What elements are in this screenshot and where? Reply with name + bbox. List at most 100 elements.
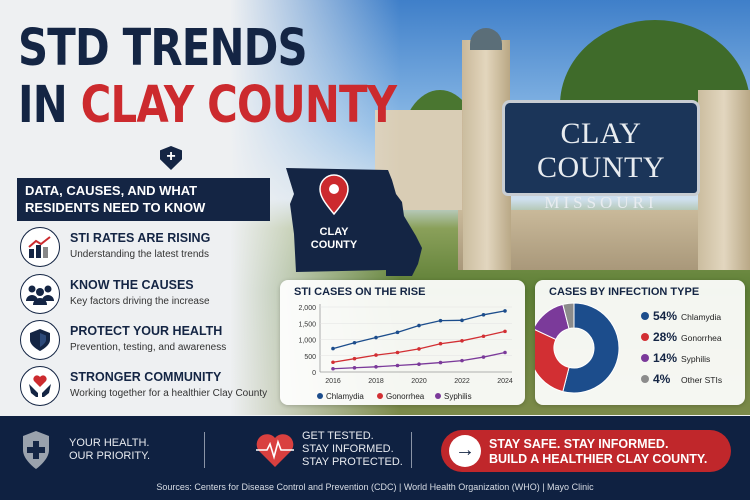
heartbeat-icon [256, 434, 294, 467]
data-point [460, 358, 464, 363]
data-point [331, 360, 335, 365]
slice-gonorrhea [535, 329, 570, 393]
legend-percent: 14% [653, 351, 677, 365]
data-point [395, 350, 400, 355]
divider [204, 432, 205, 468]
item-heading: KNOW THE CAUSES [70, 278, 194, 292]
legend-label: Gonorrhea [386, 392, 425, 401]
page-title: STD TRENDS IN CLAY COUNTY [18, 19, 397, 135]
shield-cross-icon: + [160, 146, 182, 170]
subtitle-banner: DATA, CAUSES, AND WHAT RESIDENTS NEED TO… [17, 178, 270, 221]
data-point [352, 365, 357, 370]
data-point [331, 346, 335, 351]
footer-text: OUR PRIORITY. [69, 450, 151, 462]
data-point [417, 362, 421, 366]
data-point [481, 334, 486, 339]
data-point [460, 339, 464, 343]
legend-marker [377, 393, 383, 399]
data-point [395, 363, 400, 368]
item-subtext: Understanding the latest trends [70, 249, 209, 260]
stone-pillar [698, 90, 750, 270]
chart-title: STI CASES ON THE RISE [294, 286, 426, 298]
data-point [438, 360, 443, 365]
sign-title: CLAY COUNTY [537, 117, 665, 184]
info-item: STRONGER COMMUNITY Working together for … [18, 366, 278, 410]
data-point [503, 350, 507, 355]
map-label: COUNTY [311, 239, 358, 251]
title-prefix: IN [18, 76, 81, 135]
x-tick-label: 2022 [454, 378, 470, 385]
data-point [481, 313, 486, 317]
title-line1: STD TRENDS [18, 19, 308, 78]
slice-other-stis [562, 302, 575, 330]
cta-button[interactable]: → STAY SAFE. STAY INFORMED. BUILD A HEALT… [441, 430, 731, 472]
data-point [352, 356, 357, 361]
data-point [417, 323, 421, 328]
footer-text: GET TESTED. [302, 430, 374, 442]
shield-cross-icon [23, 431, 49, 469]
y-tick-label: 1,000 [298, 338, 316, 345]
legend-marker [641, 312, 649, 320]
data-point [331, 366, 335, 371]
item-heading: STRONGER COMMUNITY [70, 370, 222, 384]
data-point [503, 329, 507, 334]
legend-label: Syphilis [681, 354, 710, 364]
legend-percent: 4% [653, 372, 671, 386]
legend-label: Other STIs [681, 375, 722, 385]
item-subtext: Key factors driving the increase [70, 296, 210, 307]
county-sign: CLAY COUNTY MISSOURI [502, 100, 700, 212]
shield-icon [20, 320, 60, 360]
people-icon [20, 274, 60, 314]
chart-title: CASES BY INFECTION TYPE [549, 286, 700, 298]
cta-text: STAY SAFE. STAY INFORMED. [489, 437, 669, 451]
sources: Sources: Centers for Disease Control and… [156, 482, 594, 492]
data-point [395, 330, 400, 335]
cta-text: BUILD A HEALTHIER CLAY COUNTY. [489, 452, 708, 466]
legend-percent: 54% [653, 309, 677, 323]
x-tick-label: 2024 [497, 378, 513, 385]
legend-label: Gonorrhea [681, 333, 722, 343]
y-tick-label: 2,000 [298, 305, 316, 312]
series-line-syphilis [332, 351, 506, 370]
data-point [374, 365, 378, 369]
legend-label: Chlamydia [681, 312, 721, 322]
donut-chart: 54% Chlamydia 28% Gonorrhea 14% Syphilis 4% Oth… [535, 302, 722, 394]
x-tick-label: 2020 [411, 378, 427, 385]
info-item: PROTECT YOUR HEALTH Prevention, testing,… [18, 320, 278, 364]
y-tick-label: 1,500 [298, 321, 316, 328]
x-tick-label: 2016 [325, 378, 341, 385]
legend-label: Chlamydia [326, 392, 364, 401]
footer-text: STAY INFORMED. [302, 443, 394, 455]
legend-marker [641, 333, 649, 341]
x-tick-label: 2018 [368, 378, 384, 385]
map-label: CLAY [320, 226, 350, 238]
title-accent: CLAY COUNTY [80, 76, 397, 135]
item-heading: STI RATES ARE RISING [70, 231, 211, 245]
footer: YOUR HEALTH. OUR PRIORITY. GET TESTED. STA… [0, 416, 750, 500]
legend-marker [641, 375, 649, 383]
y-tick-label: 500 [304, 354, 316, 361]
legend-marker [317, 393, 323, 399]
y-tick-label: 0 [312, 370, 316, 377]
item-heading: PROTECT YOUR HEALTH [70, 324, 223, 338]
arrow-right-icon: → [449, 435, 481, 467]
data-point [438, 318, 443, 323]
divider [411, 432, 412, 468]
item-subtext: Prevention, testing, and awareness [70, 342, 227, 353]
slice-chlamydia [562, 302, 620, 394]
footer-mid-text: GET TESTED. STAY INFORMED. STAY PROTECTED. [302, 430, 403, 469]
legend-marker [435, 393, 441, 399]
line-chart-card: STI CASES ON THE RISE 0 500 1,000 1,500 2,00… [280, 280, 525, 405]
info-item: STI RATES ARE RISING Understanding the l… [18, 227, 278, 271]
data-point [503, 309, 507, 313]
data-point [438, 341, 443, 346]
legend-percent: 28% [653, 330, 677, 344]
data-point [481, 355, 486, 359]
legend-marker [641, 354, 649, 362]
tower-dome [470, 28, 502, 50]
missouri-map: CLAY COUNTY [286, 168, 422, 276]
footer-text: STAY PROTECTED. [302, 456, 403, 468]
footer-left-text: YOUR HEALTH. OUR PRIORITY. [69, 437, 150, 463]
data-point [460, 318, 464, 323]
legend-label: Syphilis [444, 392, 472, 401]
